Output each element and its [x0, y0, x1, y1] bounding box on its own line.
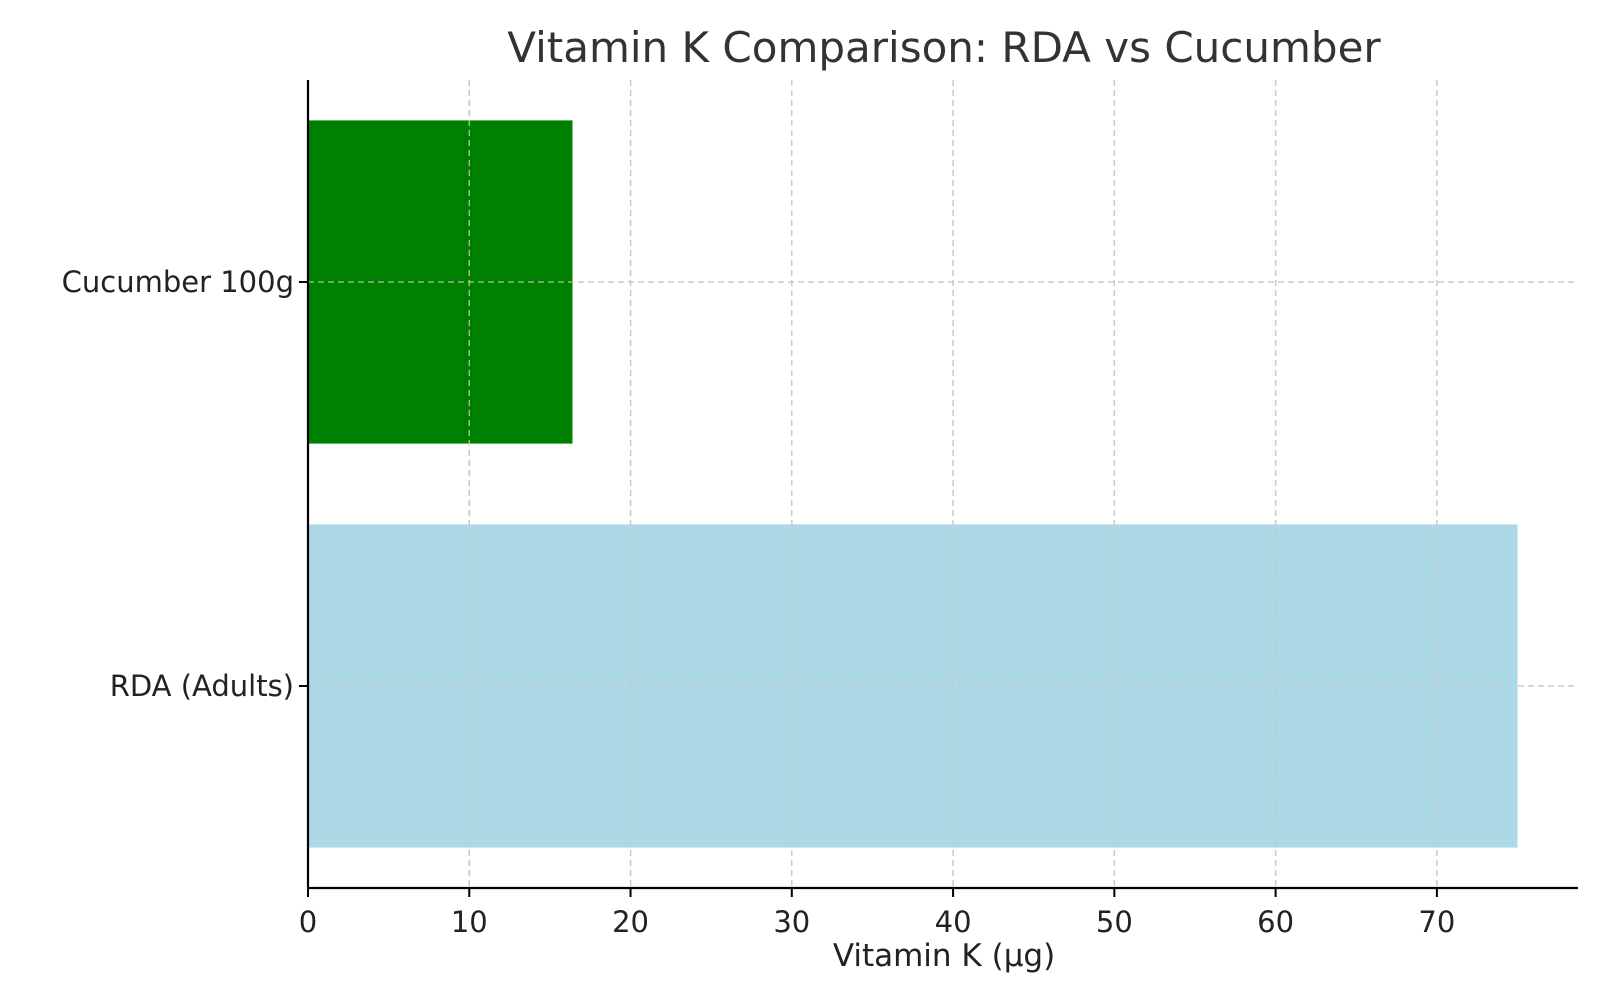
- x-axis-label: Vitamin K (µg): [833, 938, 1055, 974]
- x-tick-label: 0: [299, 905, 317, 939]
- x-tick-label: 20: [612, 905, 649, 939]
- axes: [306, 80, 1578, 890]
- grid-overlay: [308, 80, 1578, 888]
- y-ticks: RDA (Adults) Cucumber 100g: [62, 265, 308, 703]
- x-tick-label: 50: [1096, 905, 1133, 939]
- x-tick-label: 10: [451, 905, 488, 939]
- y-tick-label: RDA (Adults): [110, 669, 294, 703]
- x-tick-label: 40: [935, 905, 972, 939]
- y-tick-label: Cucumber 100g: [62, 265, 294, 299]
- bars: [308, 120, 1518, 848]
- x-tick-label: 70: [1418, 905, 1455, 939]
- x-tick-label: 60: [1257, 905, 1294, 939]
- x-tick-label: 30: [773, 905, 810, 939]
- chart-title: Vitamin K Comparison: RDA vs Cucumber: [507, 23, 1381, 72]
- x-ticks: 0 10 20 30 40 50 60 70: [299, 888, 1455, 939]
